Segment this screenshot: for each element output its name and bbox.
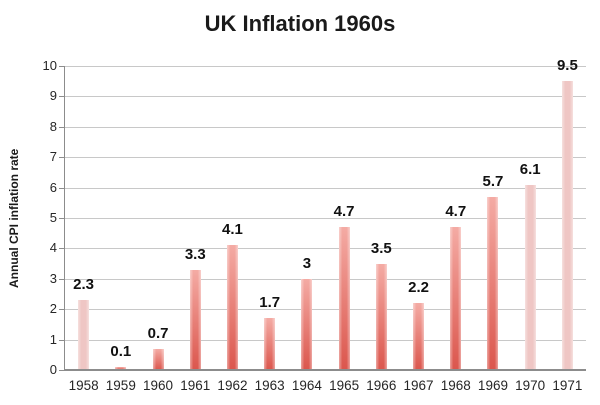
y-axis-tick (59, 66, 64, 67)
gridline (65, 187, 586, 189)
bar-value-label: 5.7 (482, 172, 504, 190)
x-tick-label: 1965 (329, 378, 360, 393)
gridline (65, 126, 586, 128)
y-tick-label: 7 (49, 149, 57, 165)
y-axis-tick (59, 370, 64, 371)
bar-1960 (152, 348, 164, 370)
gridline (65, 157, 586, 159)
y-axis-tick (59, 96, 64, 98)
y-axis-tick (59, 278, 64, 280)
x-tick-label: 1968 (440, 378, 471, 393)
bar-1961 (189, 269, 201, 370)
y-tick-label: 1 (49, 331, 57, 347)
bar-1971 (561, 81, 573, 370)
y-tick-label: 10 (42, 58, 57, 73)
bar-1970 (524, 184, 536, 370)
y-tick-label: 6 (49, 179, 57, 195)
x-tick-label: 1964 (291, 378, 322, 393)
bar-value-label: 4.7 (445, 203, 467, 221)
y-tick-label: 2 (49, 301, 57, 317)
x-tick-label: 1961 (180, 378, 211, 393)
bar-1964 (301, 278, 313, 370)
x-tick-label: 1969 (477, 378, 508, 393)
y-axis-line (64, 66, 65, 370)
gridline (65, 339, 586, 341)
x-axis-line (64, 369, 586, 371)
y-axis-tick (59, 248, 64, 250)
bar-value-label: 6.1 (519, 160, 541, 178)
bar-1965 (338, 227, 350, 370)
y-axis-tick (59, 157, 64, 159)
bar-value-label: 3 (302, 254, 312, 272)
bar-value-label: 9.5 (556, 57, 578, 75)
bar-value-label: 2.2 (408, 279, 429, 297)
gridline (65, 309, 586, 311)
gridline (65, 278, 586, 280)
y-tick-label: 4 (49, 240, 57, 256)
y-axis-tick (59, 339, 64, 341)
bar-value-label: 0.7 (147, 324, 169, 342)
bar-value-label: 0.1 (110, 342, 132, 360)
bar-value-label: 4.7 (333, 203, 355, 221)
bar-1967 (413, 303, 425, 370)
y-tick-label: 8 (49, 118, 57, 134)
x-tick-label: 1960 (143, 378, 174, 393)
bar-value-label: 2.3 (73, 276, 95, 294)
x-tick-label: 1966 (366, 378, 397, 393)
x-tick-label: 1962 (217, 378, 248, 393)
bar-1959 (115, 366, 127, 370)
bar-1962 (226, 245, 238, 370)
y-tick-label: 0 (49, 362, 57, 377)
y-axis-tick (59, 309, 64, 311)
bar-1963 (264, 318, 276, 370)
x-tick-label: 1963 (254, 378, 285, 393)
bar-1958 (78, 300, 90, 370)
x-tick-label: 1971 (552, 378, 583, 393)
x-tick-label: 1967 (403, 378, 434, 393)
y-axis-tick (59, 218, 64, 219)
y-tick-label: 5 (49, 210, 57, 225)
bar-value-label: 3.5 (370, 239, 392, 257)
y-tick-label: 9 (49, 88, 57, 104)
chart-title: UK Inflation 1960s (204, 11, 396, 36)
bar-1969 (487, 196, 499, 370)
x-tick-label: 1970 (515, 378, 546, 393)
x-tick-label: 1959 (105, 378, 136, 393)
bar-1966 (375, 263, 387, 370)
gridline (65, 248, 586, 250)
plot-area: 0 1 2 3 4 5 6 7 8 9 10 2.3 1958 0.1 1959 0.7 1960 3.3 1961… (43, 57, 586, 393)
gridline (65, 66, 586, 67)
bar-value-label: 3.3 (184, 245, 206, 263)
bar-value-label: 1.7 (259, 294, 281, 312)
gridline (65, 218, 586, 219)
y-tick-label: 3 (49, 270, 57, 286)
bar-1968 (450, 227, 462, 370)
gridline (65, 96, 586, 98)
y-axis-tick (59, 187, 64, 189)
x-tick-label: 1958 (68, 378, 99, 393)
y-axis-tick (59, 126, 64, 128)
y-axis-title: Annual CPI inflation rate (7, 148, 21, 288)
bar-value-label: 4.1 (222, 221, 243, 239)
